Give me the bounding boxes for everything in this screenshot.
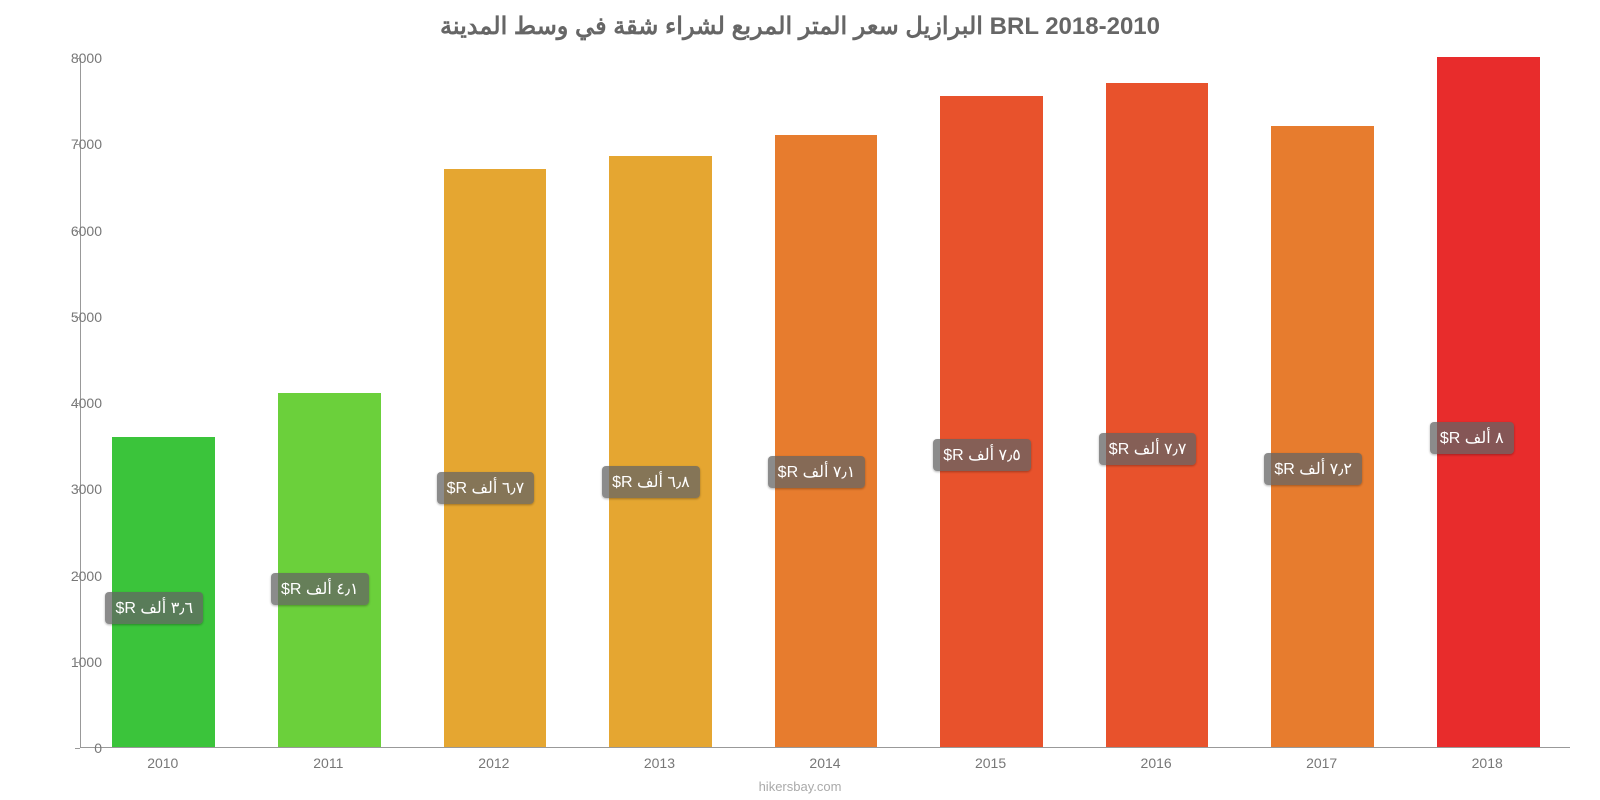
bar-value-label: ٧٫٥ ألف R$ <box>933 439 1031 471</box>
bar-value-label: ٧٫١ ألف R$ <box>768 456 866 488</box>
x-tick-label: 2012 <box>478 755 509 771</box>
bar <box>1271 126 1374 747</box>
y-tick-mark <box>75 317 80 318</box>
bar-value-label: ٧٫٧ ألف R$ <box>1099 433 1197 465</box>
bar-value-label: ٧٫٢ ألف R$ <box>1264 453 1362 485</box>
y-tick-mark <box>75 144 80 145</box>
bar <box>940 96 1043 747</box>
x-tick-label: 2014 <box>809 755 840 771</box>
chart-footer: hikersbay.com <box>0 779 1600 794</box>
bar-value-label: ٣٫٦ ألف R$ <box>105 592 203 624</box>
chart-container: البرازيل سعر المتر المربع لشراء شقة في و… <box>0 0 1600 800</box>
bar <box>278 393 381 747</box>
y-tick-mark <box>75 576 80 577</box>
x-tick-label: 2017 <box>1306 755 1337 771</box>
bar <box>609 156 712 747</box>
plot-area <box>80 58 1570 748</box>
x-tick-label: 2013 <box>644 755 675 771</box>
x-tick-label: 2011 <box>313 755 343 771</box>
bar-value-label: ٦٫٨ ألف R$ <box>602 466 700 498</box>
bar <box>444 169 547 747</box>
bar-value-label: ٦٫٧ ألف R$ <box>437 472 535 504</box>
x-tick-label: 2010 <box>147 755 178 771</box>
x-tick-label: 2016 <box>1141 755 1172 771</box>
y-tick-mark <box>75 58 80 59</box>
bar-value-label: ٤٫١ ألف R$ <box>271 573 369 605</box>
bar <box>1437 57 1540 747</box>
bar-value-label: ٨ ألف R$ <box>1430 422 1514 454</box>
bar <box>775 135 878 747</box>
y-tick-mark <box>75 231 80 232</box>
chart-title: البرازيل سعر المتر المربع لشراء شقة في و… <box>0 12 1600 41</box>
y-tick-label: 0 <box>94 740 102 756</box>
x-tick-label: 2015 <box>975 755 1006 771</box>
y-tick-mark <box>75 748 80 749</box>
y-tick-mark <box>75 489 80 490</box>
y-tick-mark <box>75 403 80 404</box>
bar <box>1106 83 1209 747</box>
x-tick-label: 2018 <box>1472 755 1503 771</box>
y-tick-mark <box>75 662 80 663</box>
